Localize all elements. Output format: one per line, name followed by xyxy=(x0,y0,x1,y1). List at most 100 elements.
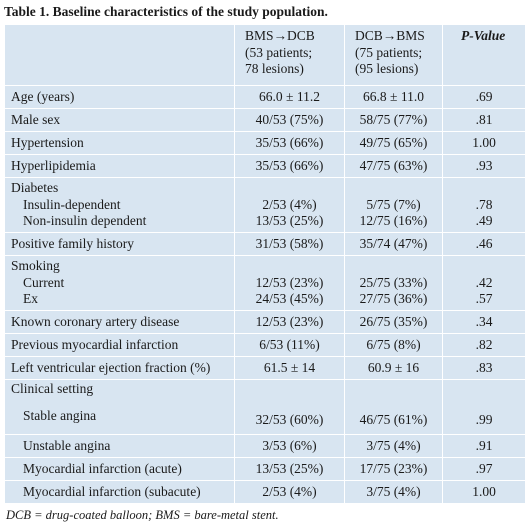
cell-value: 5/75 (7%) xyxy=(366,196,421,212)
cell-dcb-bms: 49/75 (65%) xyxy=(344,131,443,155)
cell-value: 24/53 (45%) xyxy=(255,291,324,307)
row-label: Hypertension xyxy=(4,131,235,155)
table-row: Male sex 40/53 (75%) 58/75 (77%) .81 xyxy=(4,108,526,132)
table-row: Myocardial infarction (acute) 13/53 (25%… xyxy=(4,457,526,481)
table-row: Diabetes Insulin-dependent Non-insulin d… xyxy=(4,177,526,233)
header-row: BMS→DCB (53 patients; 78 lesions) DCB→BM… xyxy=(4,24,526,86)
cell-value: .57 xyxy=(475,291,493,307)
cell-value: 27/75 (36%) xyxy=(359,291,428,307)
cell-p-value: .93 xyxy=(442,154,526,178)
header-dcb-bms: DCB→BMS (75 patients; (95 lesions) xyxy=(344,24,443,86)
header-p-letter: P xyxy=(461,28,470,43)
header-bms-dcb-lesions: 78 lesions) xyxy=(245,61,304,76)
header-p-rest: -Value xyxy=(469,28,506,43)
table-footnote: DCB = drug-coated balloon; BMS = bare-me… xyxy=(6,508,279,522)
row-label: Myocardial infarction (acute) xyxy=(4,457,235,481)
table-row: Previous myocardial infarction 6/53 (11%… xyxy=(4,333,526,357)
cell-dcb-bms: 3/75 (4%) xyxy=(344,480,443,504)
cell-value: 12/75 (16%) xyxy=(359,213,428,229)
stable-angina-label: Stable angina xyxy=(23,407,97,423)
cell-p-value: .81 xyxy=(442,108,526,132)
cell-p-value: .91 xyxy=(442,434,526,458)
baseline-table: BMS→DCB (53 patients; 78 lesions) DCB→BM… xyxy=(4,24,526,504)
cell-p-value: 1.00 xyxy=(442,131,526,155)
row-label: Left ventricular ejection fraction (%) xyxy=(4,356,235,380)
cell-p-value: .42 .57 xyxy=(442,255,526,311)
row-label: Clinical setting Stable angina xyxy=(4,379,235,435)
ex-label: Ex xyxy=(23,291,38,307)
header-dcb-bms-patients: (75 patients; xyxy=(355,44,423,60)
row-label: Diabetes Insulin-dependent Non-insulin d… xyxy=(4,177,235,233)
table-row: Left ventricular ejection fraction (%) 6… xyxy=(4,356,526,380)
row-label: Myocardial infarction (subacute) xyxy=(4,480,235,504)
row-label: Known coronary artery disease xyxy=(4,310,235,334)
table-row: Hyperlipidemia 35/53 (66%) 47/75 (63%) .… xyxy=(4,154,526,178)
cell-bms-dcb: 40/53 (75%) xyxy=(234,108,345,132)
row-label: Hyperlipidemia xyxy=(4,154,235,178)
table-row: Positive family history 31/53 (58%) 35/7… xyxy=(4,232,526,256)
cell-bms-dcb: 2/53 (4%) xyxy=(234,480,345,504)
cell-dcb-bms: 3/75 (4%) xyxy=(344,434,443,458)
non-insulin-dependent-label: Non-insulin dependent xyxy=(23,213,147,229)
header-bms-dcb-patients: (53 patients; xyxy=(245,44,313,60)
row-label: Previous myocardial infarction xyxy=(4,333,235,357)
cell-bms-dcb: 35/53 (66%) xyxy=(234,131,345,155)
cell-dcb-bms: 5/75 (7%) 12/75 (16%) xyxy=(344,177,443,233)
cell-dcb-bms: 58/75 (77%) xyxy=(344,108,443,132)
cell-value: .78 xyxy=(475,196,493,212)
cell-bms-dcb: 31/53 (58%) xyxy=(234,232,345,256)
clinical-setting-label: Clinical setting xyxy=(11,381,94,396)
cell-p-value: .46 xyxy=(442,232,526,256)
header-p-value: P-Value xyxy=(442,24,526,86)
cell-bms-dcb: 66.0 ± 11.2 xyxy=(234,85,345,109)
row-label: Unstable angina xyxy=(4,434,235,458)
cell-p-value: .69 xyxy=(442,85,526,109)
cell-bms-dcb: 3/53 (6%) xyxy=(234,434,345,458)
cell-bms-dcb: 2/53 (4%) 13/53 (25%) xyxy=(234,177,345,233)
row-label: Positive family history xyxy=(4,232,235,256)
cell-value: 25/75 (33%) xyxy=(359,274,428,290)
table-row: Known coronary artery disease 12/53 (23%… xyxy=(4,310,526,334)
cell-bms-dcb: 12/53 (23%) 24/53 (45%) xyxy=(234,255,345,311)
cell-p-value: 1.00 xyxy=(442,480,526,504)
row-label: Age (years) xyxy=(4,85,235,109)
header-empty-cell xyxy=(4,24,235,86)
cell-dcb-bms: 46/75 (61%) xyxy=(344,379,443,435)
header-dcb-bms-lesions: (95 lesions) xyxy=(355,61,419,76)
cell-value: 13/53 (25%) xyxy=(255,213,324,229)
cell-bms-dcb: 32/53 (60%) xyxy=(234,379,345,435)
smoking-label: Smoking xyxy=(11,258,60,274)
cell-bms-dcb: 12/53 (23%) xyxy=(234,310,345,334)
header-dcb-bms-title: DCB→BMS xyxy=(355,28,425,43)
table-row: Hypertension 35/53 (66%) 49/75 (65%) 1.0… xyxy=(4,131,526,155)
current-label: Current xyxy=(23,274,65,290)
cell-p-value: .34 xyxy=(442,310,526,334)
table-row: Myocardial infarction (subacute) 2/53 (4… xyxy=(4,480,526,504)
cell-value: 2/53 (4%) xyxy=(262,196,317,212)
diabetes-label: Diabetes xyxy=(11,180,59,196)
cell-dcb-bms: 47/75 (63%) xyxy=(344,154,443,178)
insulin-dependent-label: Insulin-dependent xyxy=(23,196,121,212)
cell-bms-dcb: 61.5 ± 14 xyxy=(234,356,345,380)
cell-p-value: .82 xyxy=(442,333,526,357)
cell-p-value: .83 xyxy=(442,356,526,380)
table-row: Smoking Current Ex 12/53 (23%) 24/53 (45… xyxy=(4,255,526,311)
cell-dcb-bms: 35/74 (47%) xyxy=(344,232,443,256)
table-row: Age (years) 66.0 ± 11.2 66.8 ± 11.0 .69 xyxy=(4,85,526,109)
cell-bms-dcb: 6/53 (11%) xyxy=(234,333,345,357)
cell-bms-dcb: 35/53 (66%) xyxy=(234,154,345,178)
header-bms-dcb-title: BMS→DCB xyxy=(245,28,315,43)
row-label: Male sex xyxy=(4,108,235,132)
header-bms-dcb: BMS→DCB (53 patients; 78 lesions) xyxy=(234,24,345,86)
table-row: Clinical setting Stable angina 32/53 (60… xyxy=(4,379,526,435)
cell-p-value: .97 xyxy=(442,457,526,481)
cell-dcb-bms: 60.9 ± 16 xyxy=(344,356,443,380)
cell-bms-dcb: 13/53 (25%) xyxy=(234,457,345,481)
cell-dcb-bms: 25/75 (33%) 27/75 (36%) xyxy=(344,255,443,311)
cell-value: 12/53 (23%) xyxy=(255,274,324,290)
cell-dcb-bms: 6/75 (8%) xyxy=(344,333,443,357)
mi-subacute-label: Myocardial infarction (subacute) xyxy=(23,483,201,499)
mi-acute-label: Myocardial infarction (acute) xyxy=(23,460,182,476)
cell-dcb-bms: 66.8 ± 11.0 xyxy=(344,85,443,109)
